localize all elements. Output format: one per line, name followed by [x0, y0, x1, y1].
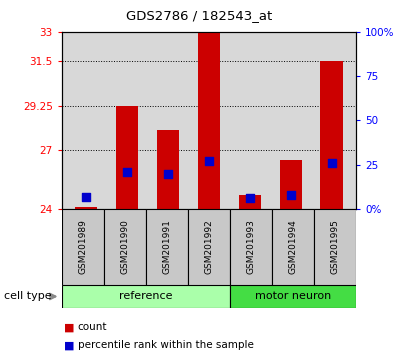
Point [247, 195, 253, 201]
FancyBboxPatch shape [188, 209, 230, 285]
Text: reference: reference [119, 291, 173, 302]
Text: GSM201991: GSM201991 [162, 219, 172, 274]
Text: GSM201993: GSM201993 [246, 219, 256, 274]
FancyBboxPatch shape [62, 209, 104, 285]
Text: motor neuron: motor neuron [255, 291, 331, 302]
Bar [198, 32, 220, 209]
Point [83, 194, 90, 200]
Bar [75, 207, 98, 209]
Text: GSM201992: GSM201992 [205, 219, 213, 274]
Text: GSM201995: GSM201995 [331, 219, 339, 274]
Text: count: count [78, 322, 107, 332]
Point [328, 160, 335, 165]
Point [206, 158, 212, 164]
Text: cell type: cell type [4, 291, 52, 302]
Point [124, 170, 130, 175]
FancyBboxPatch shape [104, 209, 146, 285]
Text: GDS2786 / 182543_at: GDS2786 / 182543_at [126, 9, 272, 22]
Point [288, 192, 294, 198]
FancyBboxPatch shape [230, 209, 272, 285]
Text: GSM201989: GSM201989 [78, 219, 87, 274]
Bar [157, 130, 179, 209]
Point [165, 172, 171, 177]
Text: ■: ■ [64, 340, 74, 350]
Bar [116, 105, 139, 209]
FancyBboxPatch shape [230, 285, 356, 308]
Bar [239, 195, 261, 209]
FancyBboxPatch shape [272, 209, 314, 285]
FancyBboxPatch shape [62, 285, 230, 308]
Text: ■: ■ [64, 322, 74, 332]
Text: GSM201994: GSM201994 [289, 219, 298, 274]
Bar [320, 61, 343, 209]
FancyBboxPatch shape [146, 209, 188, 285]
Text: GSM201990: GSM201990 [120, 219, 129, 274]
Text: percentile rank within the sample: percentile rank within the sample [78, 340, 254, 350]
FancyBboxPatch shape [314, 209, 356, 285]
Bar [279, 160, 302, 209]
